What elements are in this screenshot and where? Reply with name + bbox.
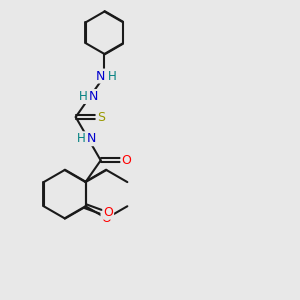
- Text: H: H: [107, 70, 116, 83]
- Text: N: N: [88, 90, 98, 103]
- Text: H: H: [77, 132, 86, 145]
- Text: O: O: [122, 154, 131, 167]
- Text: S: S: [97, 110, 105, 124]
- Text: N: N: [87, 132, 96, 145]
- Text: O: O: [101, 212, 111, 225]
- Text: N: N: [96, 70, 106, 83]
- Text: H: H: [79, 90, 88, 103]
- Text: O: O: [103, 206, 113, 219]
